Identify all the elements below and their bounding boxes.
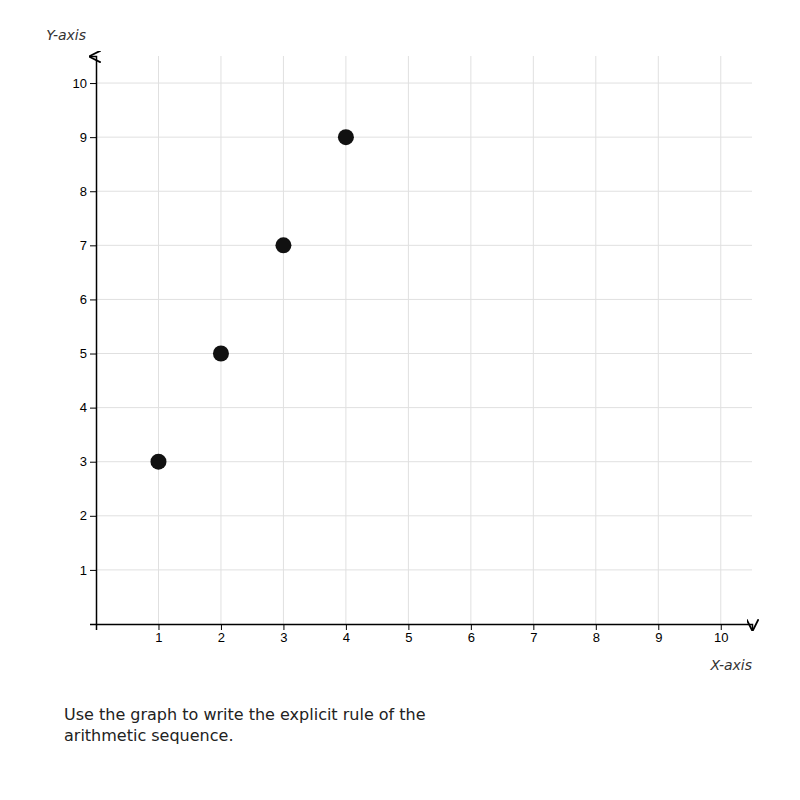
grid-line-y [96,137,752,138]
y-tick: 5 [80,346,96,361]
y-tick: 7 [80,238,96,253]
x-tick-label: 7 [530,630,537,645]
x-tick-label: 8 [593,630,600,645]
grid-line-x [658,56,659,624]
y-tick-mark [90,462,96,463]
y-tick-label: 2 [80,508,87,523]
x-tick: 3 [280,624,287,645]
x-tick-label: 1 [155,630,162,645]
x-tick-mark [221,624,222,630]
x-tick: 10 [714,624,728,645]
grid-line-y [96,569,752,570]
y-tick-label: 5 [80,346,87,361]
y-tick-mark [90,191,96,192]
grid-line-y [96,83,752,84]
points [150,129,353,470]
grid-line-y [96,191,752,192]
chart-svg: 1 2 3 4 5 6 7 8 9 10 1 2 3 4 5 6 7 8 9 10 X-axis Y-axis Use th… [0,0,800,800]
y-tick-label: 7 [80,238,87,253]
x-tick: 4 [343,624,350,645]
y-tick-label: 8 [80,184,87,199]
y-tick-mark [90,570,96,571]
x-tick: 7 [530,624,537,645]
y-tick-mark [90,299,96,300]
y-tick: 9 [80,130,96,145]
grid-line-x [220,56,221,624]
y-tick-label: 9 [80,130,87,145]
grid-line-x [408,56,409,624]
point [275,237,291,253]
y-tick-label: 4 [80,400,87,415]
grid-line-x [470,56,471,624]
x-tick-mark [596,624,597,630]
grid-line-x [158,56,159,624]
y-tick-mark [90,83,96,84]
y-axis-line [90,57,97,625]
x-tick-label: 2 [218,630,225,645]
x-axis-label: X-axis [710,657,752,673]
x-tick-label: 6 [468,630,475,645]
grid-line-x [595,56,596,624]
grid-line-y [96,299,752,300]
y-tick: 3 [80,454,96,469]
y-tick: 2 [80,508,96,523]
grid-line-y [96,407,752,408]
x-tick-label: 3 [280,630,287,645]
y-tick: 1 [80,563,96,578]
grid-line-y [96,515,752,516]
x-tick: 2 [218,624,225,645]
grid-line-x [720,56,721,624]
y-tick-mark [90,408,96,409]
x-tick-mark [346,624,347,630]
x-tick-label: 4 [343,630,350,645]
x-axis: 1 2 3 4 5 6 7 8 9 10 [97,624,753,645]
x-tick: 9 [655,624,662,645]
x-tick-mark [533,624,534,630]
grid-line-y [96,245,752,246]
x-tick-mark [158,624,159,630]
x-tick-label: 9 [655,630,662,645]
y-tick-mark [90,516,96,517]
y-tick-label: 10 [73,76,87,91]
y-tick-mark [90,245,96,246]
x-tick-mark [283,624,284,630]
y-tick-label: 1 [80,563,87,578]
y-tick-label: 6 [80,292,87,307]
y-tick-mark [90,137,96,138]
x-axis-line [97,625,753,631]
x-tick: 1 [155,624,162,645]
point [338,129,354,145]
y-tick: 8 [80,184,96,199]
x-tick: 6 [468,624,475,645]
caption: Use the graph to write the explicit rule… [64,705,426,745]
y-tick: 4 [80,400,96,415]
y-tick-mark [90,354,96,355]
x-tick-mark [721,624,722,630]
chart-container: 1 2 3 4 5 6 7 8 9 10 1 2 3 4 5 6 7 8 9 10 X-axis Y-axis Use th… [0,0,800,800]
x-tick-mark [408,624,409,630]
grid-line-y [96,353,752,354]
x-tick: 8 [593,624,600,645]
x-tick-mark [471,624,472,630]
x-tick-mark [658,624,659,630]
x-tick-label: 5 [405,630,412,645]
grid [96,56,752,624]
plot-area: 1 2 3 4 5 6 7 8 9 10 1 2 3 4 5 6 7 8 9 10 [73,56,753,645]
grid-line-x [283,56,284,624]
point [213,346,229,362]
y-axis-label: Y-axis [46,27,86,43]
grid-line-y [96,461,752,462]
y-tick: 6 [80,292,96,307]
point [150,454,166,470]
grid-line-x [533,56,534,624]
y-tick-label: 3 [80,454,87,469]
x-tick: 5 [405,624,412,645]
y-axis: 1 2 3 4 5 6 7 8 9 10 [73,57,97,625]
x-tick-label: 10 [714,630,728,645]
y-tick: 10 [73,76,96,91]
